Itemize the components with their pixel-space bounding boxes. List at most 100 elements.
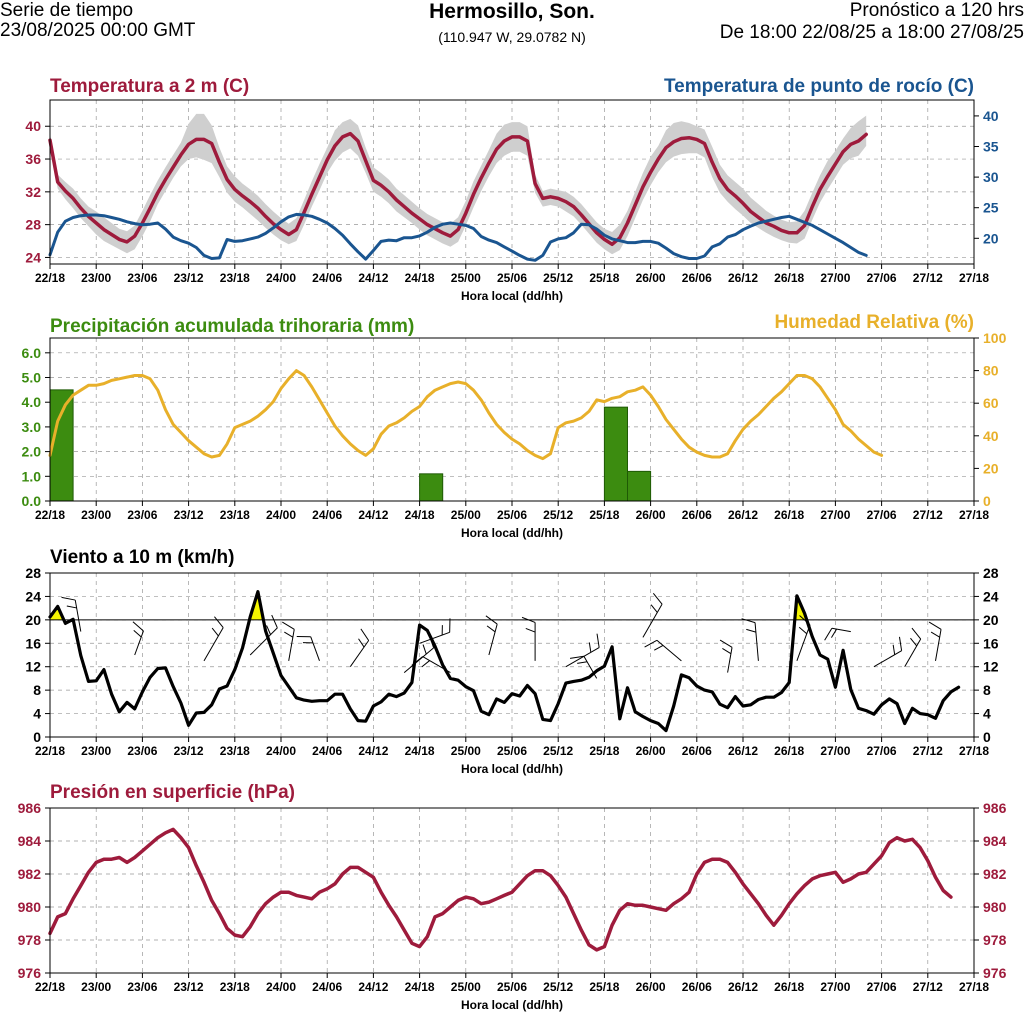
wind-barb bbox=[892, 644, 896, 655]
header-run-date: 23/08/2025 00:00 GMT bbox=[0, 20, 196, 41]
wind-barb bbox=[754, 622, 759, 661]
wind-barb bbox=[588, 642, 592, 653]
wind-barb bbox=[741, 618, 756, 624]
precip-x-tick-label: 23/00 bbox=[81, 508, 111, 522]
wind-barb bbox=[486, 625, 496, 633]
temp-y-tick-label-left: 36 bbox=[25, 151, 41, 167]
wind-barb bbox=[211, 627, 219, 637]
wind-barb bbox=[644, 639, 658, 648]
precip-x-tick-label: 26/00 bbox=[636, 508, 666, 522]
page-title: Hermosillo, Son. bbox=[429, 0, 595, 23]
wind-barb bbox=[488, 623, 498, 656]
wind-barb bbox=[214, 616, 224, 628]
pressure-x-tick-label: 27/12 bbox=[913, 980, 943, 994]
wind-barb bbox=[650, 604, 658, 613]
temp-x-tick-label: 25/00 bbox=[451, 271, 481, 285]
temp-x-tick-label: 24/18 bbox=[405, 271, 435, 285]
wind-y-tick-label-right: 8 bbox=[983, 682, 991, 698]
wind-barb bbox=[74, 599, 82, 632]
precip-bar bbox=[419, 473, 444, 502]
wind-barb bbox=[719, 639, 733, 648]
wind-barb bbox=[422, 644, 427, 655]
wind-barb bbox=[525, 627, 536, 633]
dewpoint-y-tick-label-right: 20 bbox=[983, 230, 999, 246]
pressure-x-tick-label: 25/18 bbox=[589, 980, 619, 994]
pressure-x-tick-label: 26/12 bbox=[728, 980, 758, 994]
wind-barb bbox=[722, 648, 732, 655]
pressure-x-tick-label: 25/12 bbox=[543, 980, 573, 994]
wind-x-tick-label: 23/12 bbox=[174, 744, 204, 758]
temp-x-tick-label: 26/12 bbox=[728, 271, 758, 285]
temp-x-tick-label: 26/00 bbox=[636, 271, 666, 285]
pressure-x-tick-label: 26/06 bbox=[682, 980, 712, 994]
wind-barb bbox=[66, 605, 77, 609]
wind-barb bbox=[266, 625, 272, 635]
temp-x-axis-label: Hora local (dd/hh) bbox=[461, 289, 563, 303]
wind-y-tick-label-right: 4 bbox=[983, 706, 991, 722]
precip-x-tick-label: 25/00 bbox=[451, 508, 481, 522]
wind-barb bbox=[583, 656, 598, 679]
wind-x-tick-label: 26/00 bbox=[636, 744, 666, 758]
wind-y-tick-label-right: 28 bbox=[983, 565, 999, 581]
dewpoint-y-tick-label-right: 40 bbox=[983, 108, 999, 124]
wind-x-tick-label: 23/18 bbox=[220, 744, 250, 758]
wind-y-tick-label-left: 28 bbox=[25, 565, 41, 581]
pressure-x-tick-label: 23/00 bbox=[81, 980, 111, 994]
wind-barb bbox=[485, 615, 498, 625]
pressure-y-tick-label-left: 976 bbox=[18, 965, 42, 981]
pressure-x-axis-label: Hora local (dd/hh) bbox=[461, 998, 563, 1012]
pressure-x-tick-label: 27/00 bbox=[820, 980, 850, 994]
wind-y-tick-label-left: 8 bbox=[33, 682, 41, 698]
wind-barb bbox=[910, 637, 918, 647]
wind-x-tick-label: 26/12 bbox=[728, 744, 758, 758]
wind-y-tick-label-left: 20 bbox=[25, 612, 41, 628]
temp-ensemble-spread bbox=[50, 113, 867, 255]
precip-x-tick-label: 24/06 bbox=[312, 508, 342, 522]
precip-x-tick-label: 23/06 bbox=[127, 508, 157, 522]
wind-barb bbox=[419, 631, 450, 644]
wind-y-tick-label-left: 12 bbox=[25, 659, 41, 675]
wind-y-tick-label-right: 24 bbox=[983, 588, 999, 604]
pressure-y-tick-label-left: 986 bbox=[18, 800, 42, 816]
header-forecast-range: Pronóstico a 120 hrs bbox=[849, 0, 1024, 21]
header-forecast-dates: De 18:00 22/08/25 a 18:00 27/08/25 bbox=[719, 22, 1024, 43]
wind-x-tick-label: 24/06 bbox=[312, 744, 342, 758]
wind-x-tick-label: 24/12 bbox=[358, 744, 388, 758]
wind-barb bbox=[271, 614, 278, 629]
temp-x-tick-label: 25/12 bbox=[543, 271, 573, 285]
temp-x-tick-label: 23/00 bbox=[81, 271, 111, 285]
wind-x-tick-label: 27/00 bbox=[820, 744, 850, 758]
precip-x-tick-label: 24/00 bbox=[266, 508, 296, 522]
pressure-y-tick-label-right: 984 bbox=[983, 833, 1007, 849]
wind-barb bbox=[596, 633, 600, 648]
wind-x-tick-label: 25/18 bbox=[589, 744, 619, 758]
location-coords: (110.947 W, 29.0782 N) bbox=[438, 29, 586, 45]
wind-y-tick-label-left: 24 bbox=[25, 588, 41, 604]
wind-gust-fill bbox=[50, 606, 64, 620]
precip-bar bbox=[603, 406, 629, 502]
wind-barb bbox=[132, 621, 144, 632]
wind-y-tick-label-left: 4 bbox=[33, 706, 41, 722]
temp-x-tick-label: 24/06 bbox=[312, 271, 342, 285]
temp-x-tick-label: 22/18 bbox=[35, 271, 65, 285]
pressure-x-tick-label: 23/18 bbox=[220, 980, 250, 994]
dewpoint-y-tick-label-right: 30 bbox=[983, 169, 999, 185]
wind-x-tick-label: 26/18 bbox=[774, 744, 804, 758]
wind-barb bbox=[898, 636, 903, 651]
precip-x-tick-label: 26/06 bbox=[682, 508, 712, 522]
wind-barb bbox=[727, 647, 733, 673]
pressure-y-tick-label-right: 978 bbox=[983, 932, 1007, 948]
wind-y-tick-label-left: 0 bbox=[33, 729, 41, 745]
precip-x-tick-label: 23/18 bbox=[220, 508, 250, 522]
wind-barb bbox=[796, 624, 811, 662]
temp-x-tick-label: 26/06 bbox=[682, 271, 712, 285]
wind-x-tick-label: 27/12 bbox=[913, 744, 943, 758]
precip-x-tick-label: 27/00 bbox=[820, 508, 850, 522]
temp-title: Temperatura a 2 m (C) bbox=[50, 76, 249, 97]
precip-x-tick-label: 23/12 bbox=[174, 508, 204, 522]
humidity-y-tick-label-right: 40 bbox=[983, 428, 999, 444]
wind-barb bbox=[134, 630, 144, 656]
wind-x-tick-label: 24/00 bbox=[266, 744, 296, 758]
